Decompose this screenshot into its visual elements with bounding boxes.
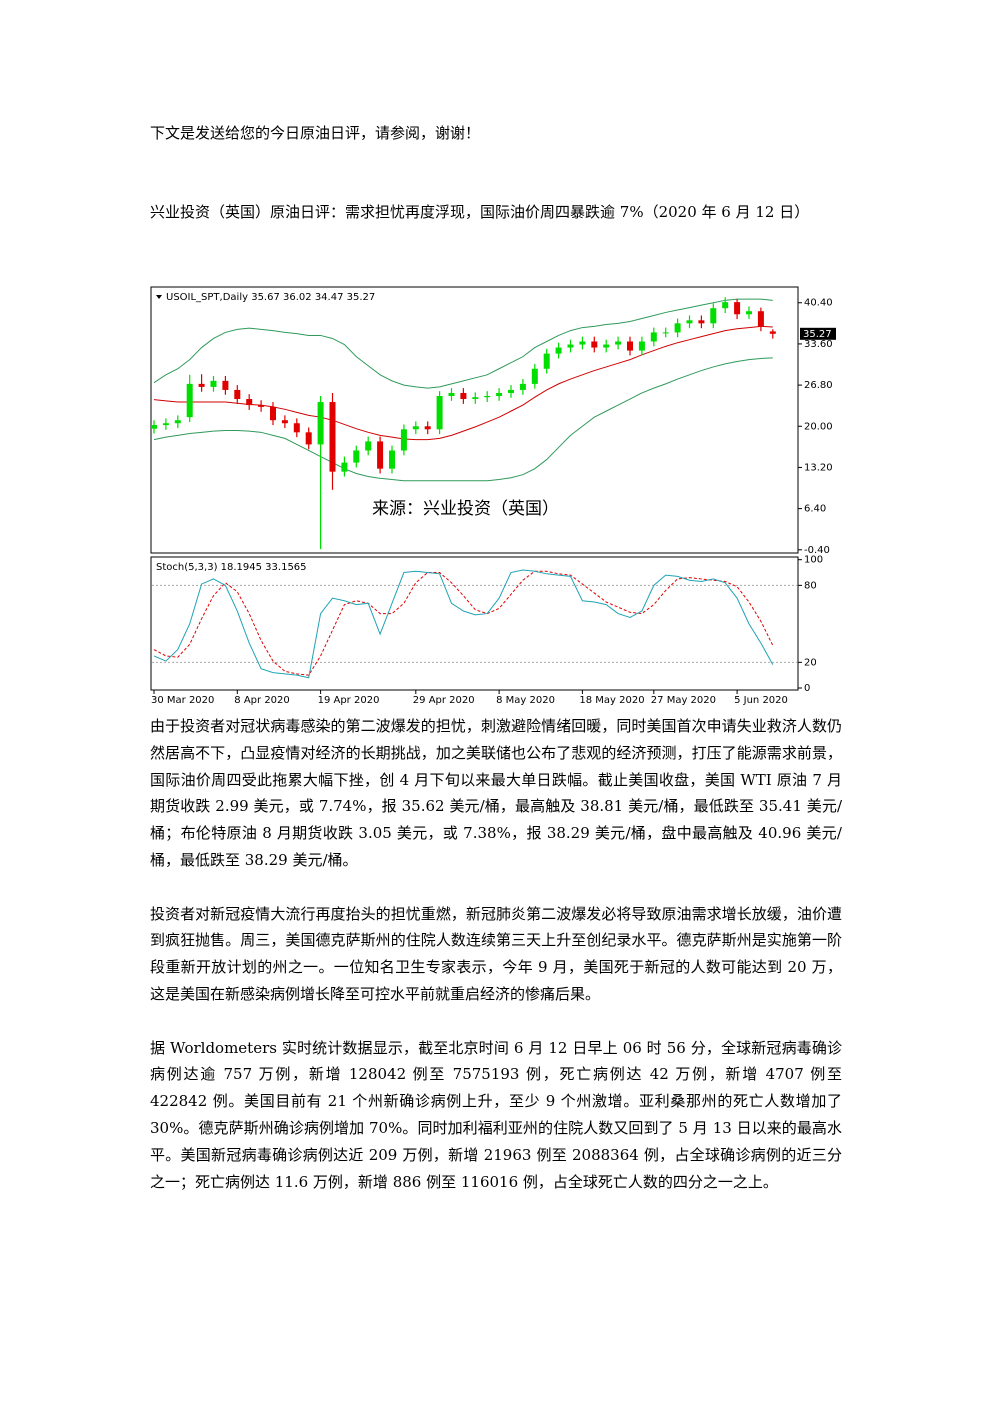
candle-body — [186, 383, 193, 418]
candle-body — [270, 406, 276, 421]
x-tick-label: 30 Mar 2020 — [151, 695, 214, 706]
candle-body — [686, 320, 693, 324]
candle-body — [734, 302, 741, 315]
candle-body — [377, 441, 384, 469]
candle-body — [151, 425, 157, 429]
stoch-panel — [150, 556, 799, 691]
candle-body — [615, 341, 622, 345]
y-tick-label: 13.20 — [804, 462, 833, 473]
y-tick-label: 20.00 — [804, 421, 833, 432]
candle-body — [698, 320, 705, 324]
candle-body — [519, 383, 526, 390]
source-label: 来源：兴业投资（英国） — [372, 499, 559, 519]
candle-body — [317, 402, 324, 445]
price-tag — [800, 327, 836, 340]
candle-body — [638, 341, 645, 351]
candle-body — [412, 426, 419, 430]
candle-body — [293, 423, 300, 433]
candle-body — [472, 397, 479, 400]
candle-body — [234, 389, 241, 400]
chart: USOIL_SPT,Daily 35.67 36.02 34.47 35.27 … — [150, 286, 836, 706]
candle-body — [650, 332, 657, 342]
candle-body — [567, 344, 574, 348]
candle-body — [674, 323, 681, 333]
candle-body — [757, 311, 764, 327]
candle-body — [722, 302, 729, 309]
candle-body — [496, 392, 503, 396]
candle-body — [627, 341, 633, 351]
candle-body — [258, 405, 265, 407]
paragraph: 据 Worldometers 实时统计数据显示，截至北京时间 6 月 12 日早… — [150, 1038, 842, 1191]
x-tick-label: 18 May 2020 — [579, 695, 644, 706]
x-tick-label: 5 Jun 2020 — [734, 695, 788, 706]
candle-body — [162, 423, 169, 426]
y-tick-label: 33.60 — [804, 339, 833, 350]
y-tick-label: 100 — [804, 555, 823, 566]
candle-body — [365, 441, 372, 451]
candle-body — [424, 426, 431, 430]
body-text: 由于投资者对冠状病毒感染的第二波爆发的担忧，刺激避险情绪回暖，同时美国首次申请失… — [150, 713, 842, 1195]
candle-body — [389, 450, 395, 469]
price-tag-label: 35.27 — [803, 329, 832, 340]
y-tick-label: -0.40 — [804, 545, 830, 556]
candle-body — [460, 392, 467, 400]
candle-body — [305, 432, 312, 445]
paragraph: 由于投资者对冠状病毒感染的第二波爆发的担忧，刺激避险情绪回暖，同时美国首次申请失… — [150, 717, 842, 869]
band-line — [153, 357, 773, 482]
x-tick-label: 27 May 2020 — [651, 695, 716, 706]
stoch-header: Stoch(5,3,3) 18.1945 33.1565 — [156, 562, 307, 573]
candle-body — [484, 395, 491, 398]
candle-body — [710, 308, 717, 324]
y-tick-label: 6.40 — [804, 504, 826, 515]
candle-body — [400, 429, 407, 451]
candle-body — [210, 380, 217, 387]
chart-header: USOIL_SPT,Daily 35.67 36.02 34.47 35.27 — [166, 292, 375, 303]
candle-body — [555, 347, 562, 354]
y-tick-label: 0 — [804, 683, 810, 694]
candle-body — [281, 420, 288, 424]
x-tick-label: 8 May 2020 — [496, 695, 555, 706]
x-tick-label: 8 Apr 2020 — [234, 695, 289, 706]
candle-body — [591, 341, 598, 348]
doc-title: 兴业投资（英国）原油日评：需求担忧再度浮现，国际油价周四暴跌逾 7%（2020 … — [150, 203, 810, 221]
candle-body — [769, 331, 776, 334]
paragraph: 投资者对新冠疫情大流行再度抬头的担忧重燃，新冠肺炎第二波爆发必将导致原油需求增长… — [150, 904, 842, 1003]
candle-body — [531, 368, 538, 384]
x-tick-label: 19 Apr 2020 — [318, 695, 380, 706]
candle-body — [353, 450, 360, 463]
y-tick-label: 26.80 — [804, 380, 833, 391]
candle-body — [341, 462, 348, 472]
intro: 下文是发送给您的今日原油日评，请参阅，谢谢！ — [150, 124, 481, 142]
y-tick-label: 40.40 — [804, 298, 833, 309]
candle-body — [543, 353, 550, 369]
stoch-d-line — [153, 570, 774, 676]
candle-body — [436, 395, 443, 430]
candle-body — [508, 389, 514, 393]
y-tick-label: 20 — [804, 657, 817, 668]
stoch-k-line — [153, 569, 774, 679]
candle-body — [222, 380, 229, 390]
candle-body — [448, 392, 455, 396]
candle-body — [746, 311, 752, 315]
candle-body — [329, 402, 336, 472]
candle-body — [662, 332, 669, 334]
y-tick-label: 80 — [804, 580, 817, 591]
candle-body — [603, 344, 610, 348]
candle-body — [246, 399, 253, 406]
x-tick-label: 29 Apr 2020 — [413, 695, 475, 706]
band-line — [153, 325, 773, 441]
band-line — [153, 298, 773, 389]
candle-body — [174, 420, 181, 424]
candle-body — [579, 341, 586, 345]
candle-body — [198, 383, 205, 387]
price-panel — [150, 286, 799, 554]
header-marker — [156, 295, 162, 299]
